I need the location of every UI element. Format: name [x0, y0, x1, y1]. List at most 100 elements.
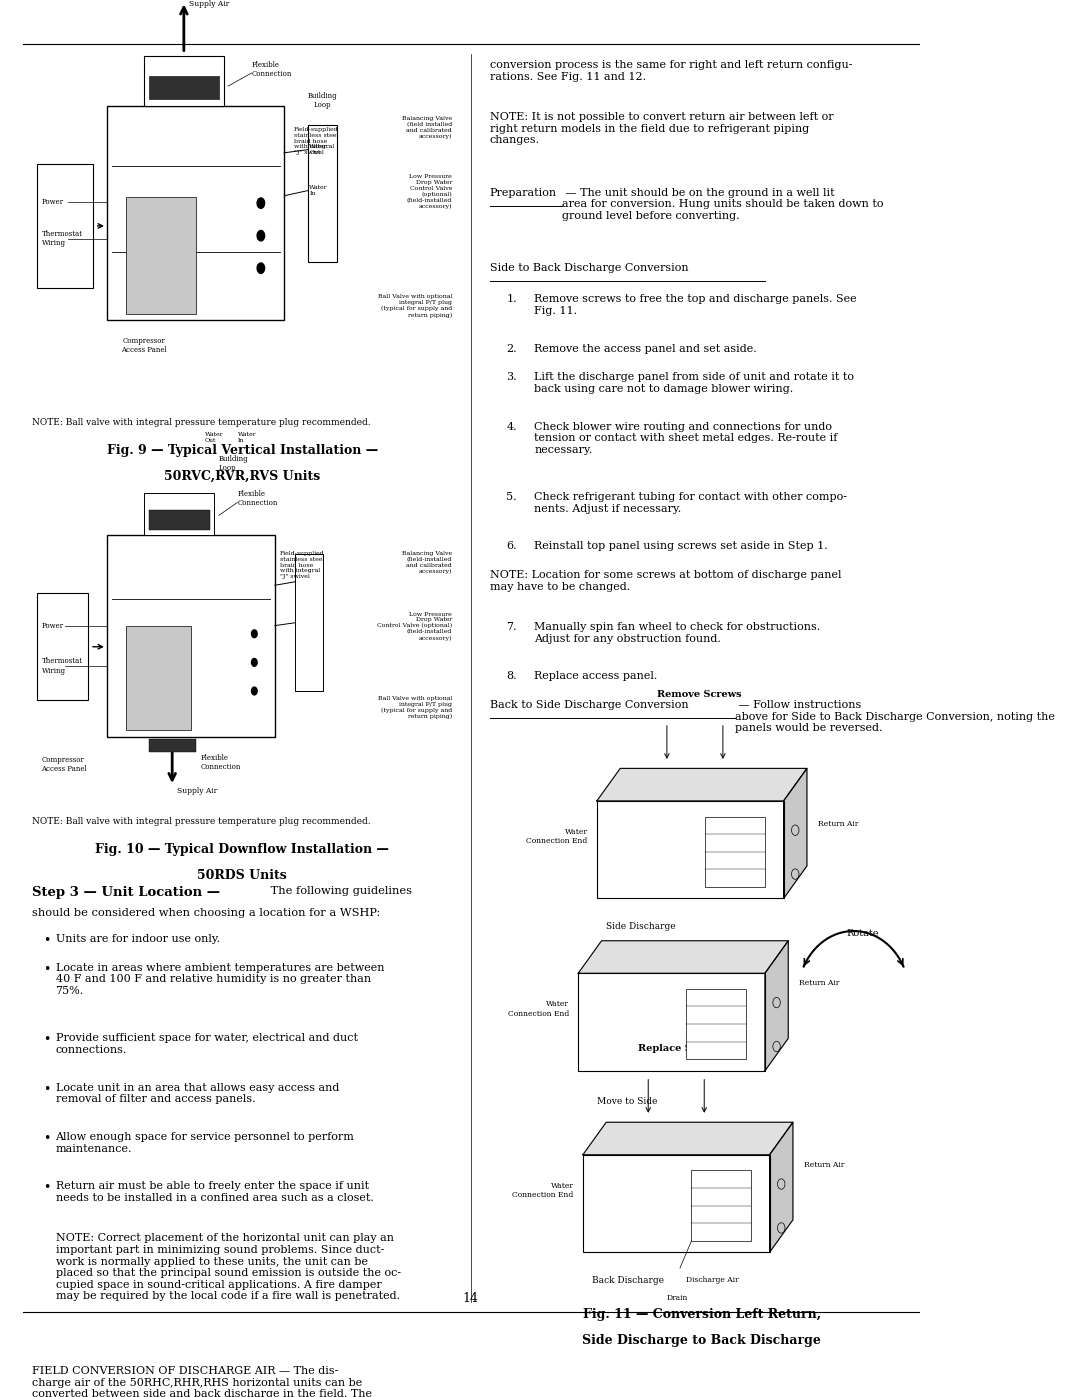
Text: FIELD CONVERSION OF DISCHARGE AIR — The dis-
charge air of the 50RHC,RHR,RHS hor: FIELD CONVERSION OF DISCHARGE AIR — The … [32, 1366, 373, 1397]
Text: Side to Back Discharge Conversion: Side to Back Discharge Conversion [489, 263, 688, 272]
FancyBboxPatch shape [149, 739, 195, 752]
Text: Drain: Drain [666, 1294, 688, 1302]
Circle shape [252, 687, 257, 694]
Text: The following guidelines: The following guidelines [268, 886, 413, 895]
Text: should be considered when choosing a location for a WSHP:: should be considered when choosing a loc… [32, 908, 380, 918]
Text: Flexible
Connection: Flexible Connection [252, 60, 292, 78]
Text: Locate in areas where ambient temperatures are between
40 F and 100 F and relati: Locate in areas where ambient temperatur… [55, 963, 384, 996]
Text: NOTE: Ball valve with integral pressure temperature plug recommended.: NOTE: Ball valve with integral pressure … [32, 418, 370, 427]
Text: 4.: 4. [507, 422, 517, 432]
FancyBboxPatch shape [125, 626, 191, 731]
Text: 7.: 7. [507, 622, 517, 631]
FancyBboxPatch shape [687, 989, 746, 1059]
Text: •: • [43, 1034, 51, 1046]
Text: Back to Side Discharge Conversion: Back to Side Discharge Conversion [489, 700, 688, 710]
Text: Manually spin fan wheel to check for obstructions.
Adjust for any obstruction fo: Manually spin fan wheel to check for obs… [535, 622, 821, 644]
Text: •: • [43, 1182, 51, 1194]
Text: Remove Screws: Remove Screws [658, 690, 742, 700]
FancyBboxPatch shape [149, 510, 210, 529]
Text: Return Air: Return Air [805, 1161, 845, 1168]
Text: Thermostat
Wiring: Thermostat Wiring [41, 658, 82, 675]
FancyBboxPatch shape [37, 594, 89, 700]
Text: Return Air: Return Air [799, 979, 840, 988]
Text: Discharge Air: Discharge Air [686, 1275, 739, 1284]
Text: Water
In: Water In [238, 432, 256, 443]
Polygon shape [597, 768, 807, 800]
Polygon shape [770, 1122, 793, 1252]
FancyBboxPatch shape [107, 106, 284, 320]
Text: •: • [43, 1083, 51, 1095]
Text: Ball Valve with optional
integral P/T plug
(typical for supply and
return piping: Ball Valve with optional integral P/T pl… [378, 696, 453, 719]
Text: Compressor
Access Panel: Compressor Access Panel [41, 756, 87, 773]
Text: Power: Power [41, 622, 64, 630]
Text: NOTE: Location for some screws at bottom of discharge panel
may have to be chang: NOTE: Location for some screws at bottom… [489, 570, 841, 591]
Text: Back Discharge: Back Discharge [592, 1275, 664, 1285]
Text: Fig. 10 — Typical Downflow Installation —: Fig. 10 — Typical Downflow Installation … [95, 844, 389, 856]
Text: Low Pressure
Drop Water
Control Valve
(optional)
(field-installed
accessory): Low Pressure Drop Water Control Valve (o… [407, 175, 453, 210]
Text: Supply Air: Supply Air [177, 787, 217, 795]
Text: Return air must be able to freely enter the space if unit
needs to be installed : Return air must be able to freely enter … [55, 1182, 374, 1203]
Text: Field-supplied
stainless steel
braid hose
with integral
"J" swivel: Field-supplied stainless steel braid hos… [280, 550, 324, 580]
FancyBboxPatch shape [144, 56, 224, 106]
Circle shape [252, 630, 257, 637]
Text: Remove the access panel and set aside.: Remove the access panel and set aside. [535, 344, 757, 353]
Text: Water
Connection End: Water Connection End [512, 1182, 573, 1199]
FancyBboxPatch shape [107, 535, 274, 736]
Polygon shape [765, 940, 788, 1071]
Text: Allow enough space for service personnel to perform
maintenance.: Allow enough space for service personnel… [55, 1132, 354, 1154]
Text: Water
In: Water In [309, 186, 328, 196]
Text: Field-supplied
stainless steel
braid hose
with integral
"J" swivel: Field-supplied stainless steel braid hos… [294, 127, 338, 155]
FancyBboxPatch shape [37, 163, 93, 288]
Text: 1.: 1. [507, 295, 517, 305]
Polygon shape [583, 1122, 793, 1155]
Text: Balancing Valve
(field-installed
and calibrated
accessory): Balancing Valve (field-installed and cal… [402, 550, 453, 574]
Text: Check blower wire routing and connections for undo
tension or contact with sheet: Check blower wire routing and connection… [535, 422, 838, 455]
Text: Water
Out: Water Out [309, 144, 328, 155]
FancyBboxPatch shape [691, 1171, 751, 1241]
Polygon shape [784, 768, 807, 898]
Polygon shape [578, 940, 788, 974]
Text: NOTE: Correct placement of the horizontal unit can play an
important part in min: NOTE: Correct placement of the horizonta… [55, 1234, 401, 1302]
Text: NOTE: Ball valve with integral pressure temperature plug recommended.: NOTE: Ball valve with integral pressure … [32, 817, 370, 826]
Text: 6.: 6. [507, 542, 517, 552]
Text: Step 3 — Unit Location —: Step 3 — Unit Location — [32, 886, 220, 900]
Circle shape [252, 658, 257, 666]
FancyBboxPatch shape [597, 800, 784, 898]
Text: Side Discharge to Back Discharge: Side Discharge to Back Discharge [582, 1334, 821, 1347]
Text: Flexible
Connection: Flexible Connection [200, 754, 241, 771]
FancyBboxPatch shape [144, 493, 214, 535]
Text: Lift the discharge panel from side of unit and rotate it to
back using care not : Lift the discharge panel from side of un… [535, 372, 854, 394]
Text: •: • [43, 935, 51, 947]
FancyBboxPatch shape [125, 197, 195, 314]
Text: 2.: 2. [507, 344, 517, 353]
Text: Water
Connection End: Water Connection End [526, 828, 588, 845]
Text: conversion process is the same for right and left return configu-
rations. See F: conversion process is the same for right… [489, 60, 852, 81]
Text: •: • [43, 1132, 51, 1146]
Text: Move to Side: Move to Side [597, 1097, 658, 1106]
Text: Side Discharge: Side Discharge [606, 922, 676, 930]
Text: Thermostat
Wiring: Thermostat Wiring [41, 231, 82, 247]
Text: Power: Power [41, 198, 64, 207]
Text: Water
Connection End: Water Connection End [508, 1000, 569, 1017]
Text: Replace Screws: Replace Screws [638, 1045, 724, 1053]
Text: 14: 14 [463, 1292, 478, 1305]
Text: Replace access panel.: Replace access panel. [535, 672, 658, 682]
FancyBboxPatch shape [296, 555, 323, 692]
Text: Check refrigerant tubing for contact with other compo-
nents. Adjust if necessar: Check refrigerant tubing for contact wit… [535, 492, 848, 514]
Text: Preparation: Preparation [489, 187, 556, 197]
FancyBboxPatch shape [705, 816, 765, 887]
Circle shape [257, 198, 265, 208]
Text: Water
Out: Water Out [205, 432, 224, 443]
Text: Reinstall top panel using screws set aside in Step 1.: Reinstall top panel using screws set asi… [535, 542, 828, 552]
Text: Building
Loop: Building Loop [308, 92, 337, 109]
FancyBboxPatch shape [578, 974, 765, 1071]
Text: Rotate: Rotate [847, 929, 879, 937]
Text: Supply Air: Supply Air [189, 0, 229, 8]
Text: Remove screws to free the top and discharge panels. See
Fig. 11.: Remove screws to free the top and discha… [535, 295, 856, 316]
Circle shape [257, 263, 265, 274]
Text: Flexible
Connection: Flexible Connection [238, 490, 278, 507]
Text: 8.: 8. [507, 672, 517, 682]
FancyBboxPatch shape [149, 75, 219, 99]
Text: Building
Loop: Building Loop [219, 455, 248, 472]
Text: Locate unit in an area that allows easy access and
removal of filter and access : Locate unit in an area that allows easy … [55, 1083, 339, 1104]
